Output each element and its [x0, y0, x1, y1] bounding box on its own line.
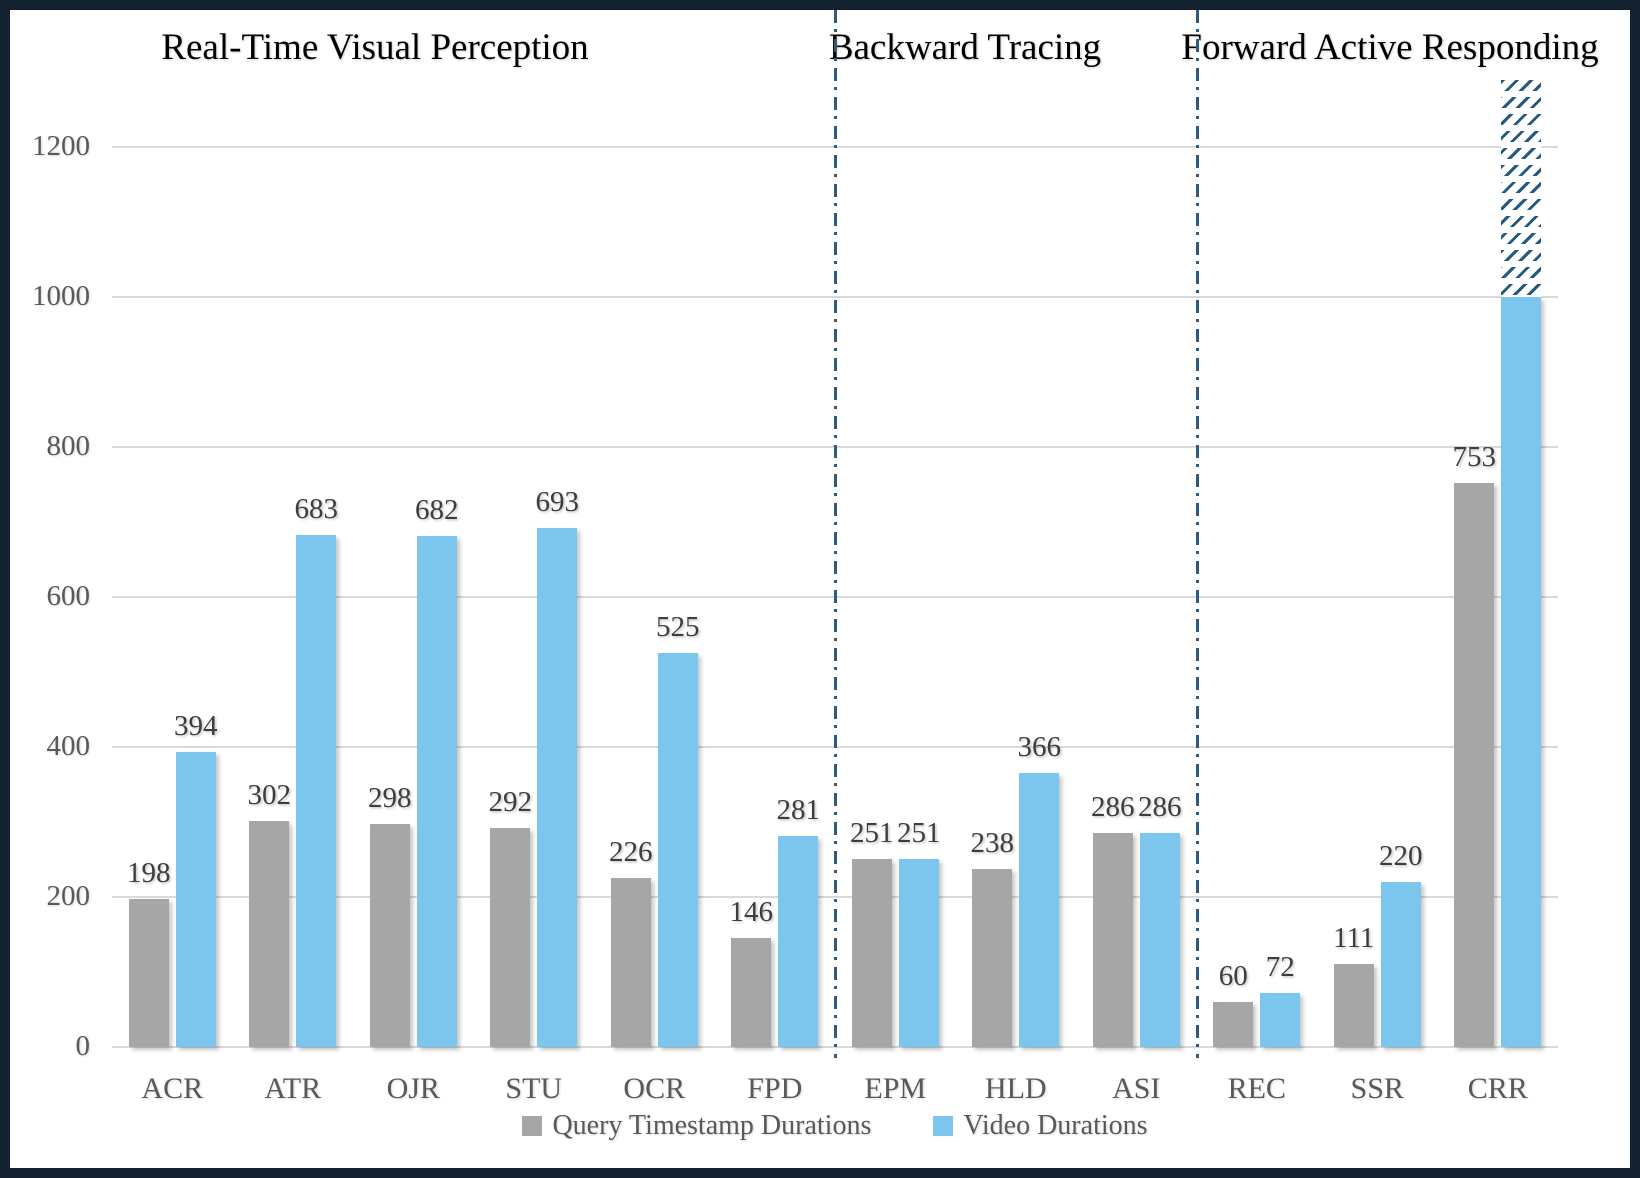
value-label-HLD-query: 238 — [970, 826, 1015, 859]
bar-CRR-query — [1454, 482, 1495, 1047]
y-axis-tick-0: 0 — [75, 1030, 91, 1062]
x-axis-label-ACR: ACR — [141, 1072, 204, 1105]
bar-OJR-video — [416, 535, 457, 1047]
bar-CRR-video-overflow-hatch — [1501, 80, 1542, 298]
section-divider-1 — [834, 10, 837, 1058]
value-label-FPD-video: 281 — [776, 794, 821, 827]
x-axis-label-SSR: SSR — [1350, 1072, 1404, 1105]
bar-FPD-video — [778, 836, 819, 1047]
section-title-realtime-visual-perception: Real-Time Visual Perception — [161, 27, 589, 68]
bar-ACR-query — [128, 898, 169, 1047]
value-label-REC-video: 72 — [1265, 951, 1295, 984]
value-label-ACR-video: 394 — [174, 709, 218, 742]
value-label-OJR-query: 298 — [368, 781, 412, 814]
bar-HLD-video — [1019, 772, 1060, 1047]
section-title-forward-active-responding: Forward Active Responding — [1181, 27, 1599, 68]
x-axis-label-EPM: EPM — [864, 1072, 927, 1105]
value-label-OCR-query: 226 — [609, 835, 653, 868]
x-axis-label-FPD: FPD — [747, 1072, 803, 1105]
legend: Query Timestamp Durations Video Duration… — [112, 1110, 1558, 1142]
value-label-EPM-query: 251 — [850, 816, 894, 849]
value-label-CRR-query: 753 — [1452, 440, 1497, 473]
value-label-FPD-query: 146 — [729, 895, 774, 928]
bar-EPM-query — [851, 858, 892, 1047]
bar-REC-query — [1213, 1002, 1254, 1047]
bar-STU-video — [537, 527, 578, 1047]
value-label-ATR-query: 302 — [247, 778, 292, 811]
value-label-SSR-video: 220 — [1379, 840, 1423, 873]
bar-ATR-query — [249, 820, 290, 1047]
bar-OJR-query — [369, 823, 410, 1047]
value-label-ACR-query: 198 — [127, 856, 171, 889]
bar-STU-query — [490, 828, 531, 1047]
x-axis-label-OCR: OCR — [623, 1072, 686, 1105]
bar-REC-video — [1260, 993, 1301, 1047]
y-axis-tick-1000: 1000 — [32, 280, 90, 313]
section-title-backward-tracing: Backward Tracing — [828, 27, 1102, 68]
x-axis-label-ASI: ASI — [1112, 1072, 1161, 1105]
y-axis-tick-200: 200 — [46, 880, 91, 913]
y-axis-tick-600: 600 — [46, 580, 91, 613]
section-divider-2 — [1195, 10, 1199, 1058]
bar-ACR-video — [175, 751, 216, 1047]
bar-ATR-video — [296, 535, 337, 1047]
bar-EPM-video — [898, 858, 939, 1047]
value-label-STU-query: 292 — [488, 786, 533, 819]
x-axis-label-REC: REC — [1227, 1072, 1286, 1105]
bar-ASI-query — [1092, 832, 1133, 1047]
x-axis-label-STU: STU — [505, 1072, 563, 1105]
legend-item-query-timestamp-durations: Query Timestamp Durations — [522, 1110, 871, 1142]
bar-ASI-video — [1139, 832, 1180, 1047]
bar-HLD-query — [972, 868, 1013, 1047]
value-label-REC-query: 60 — [1218, 960, 1248, 993]
y-axis-tick-400: 400 — [46, 730, 91, 763]
legend-label: Query Timestamp Durations — [552, 1110, 872, 1141]
bar-OCR-query — [610, 877, 651, 1047]
value-label-ATR-video: 683 — [294, 493, 339, 525]
x-axis-label-CRR: CRR — [1467, 1072, 1528, 1105]
bar-OCR-video — [657, 653, 698, 1047]
x-axis-label-HLD: HLD — [984, 1072, 1047, 1105]
value-label-SSR-query: 111 — [1333, 921, 1375, 954]
value-label-OCR-video: 525 — [656, 611, 700, 644]
bar-SSR-video — [1380, 882, 1421, 1047]
x-axis-label-OJR: OJR — [386, 1072, 440, 1105]
value-label-ASI-query: 286 — [1091, 790, 1135, 823]
value-label-EPM-video: 251 — [897, 816, 941, 849]
legend-swatch-gray — [522, 1116, 543, 1136]
legend-item-video-durations: Video Durations — [933, 1110, 1148, 1142]
bar-FPD-query — [731, 937, 772, 1047]
bar-CRR-video — [1501, 297, 1542, 1047]
y-axis-tick-800: 800 — [46, 430, 91, 463]
value-label-STU-video: 693 — [535, 485, 580, 518]
x-axis-label-ATR: ATR — [264, 1072, 322, 1105]
value-label-OJR-video: 682 — [415, 493, 459, 526]
value-label-HLD-video: 366 — [1017, 730, 1062, 763]
value-label-ASI-video: 286 — [1138, 790, 1182, 823]
legend-label: Video Durations — [963, 1110, 1148, 1141]
legend-swatch-blue — [933, 1116, 954, 1136]
bar-SSR-query — [1333, 963, 1374, 1047]
y-axis-tick-1200: 1200 — [32, 130, 90, 163]
